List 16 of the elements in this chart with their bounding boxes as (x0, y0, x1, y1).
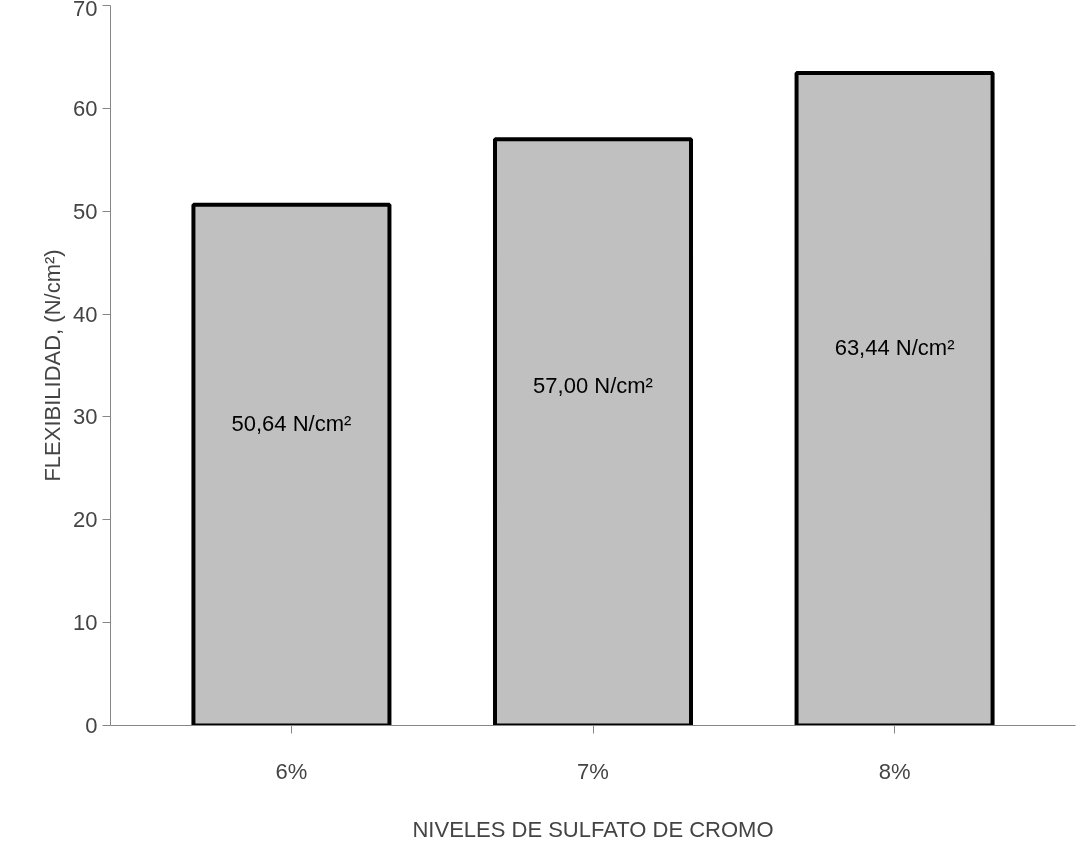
data-label: 50,64 N/cm² (231, 410, 352, 436)
y-tick-label: 10 (73, 610, 98, 636)
data-label: 63,44 N/cm² (834, 334, 955, 360)
y-tick-label: 40 (73, 301, 98, 327)
y-tick-label: 20 (73, 507, 98, 533)
y-axis-title: FLEXIBILIDAD, (N/cm²) (40, 249, 66, 482)
x-tick-label: 7% (577, 758, 609, 784)
x-tick-label: 6% (275, 758, 308, 784)
x-tick-label: 8% (878, 758, 911, 784)
data-label: 57,00 N/cm² (533, 372, 653, 398)
y-tick-label: 0 (85, 713, 98, 738)
y-tick-label: 50 (73, 198, 98, 224)
y-tick-label: 70 (73, 0, 98, 21)
y-tick-label: 30 (73, 404, 98, 430)
y-tick-label: 60 (73, 95, 98, 121)
x-axis-title: NIVELES DE SULFATO DE CROMO (412, 816, 774, 842)
